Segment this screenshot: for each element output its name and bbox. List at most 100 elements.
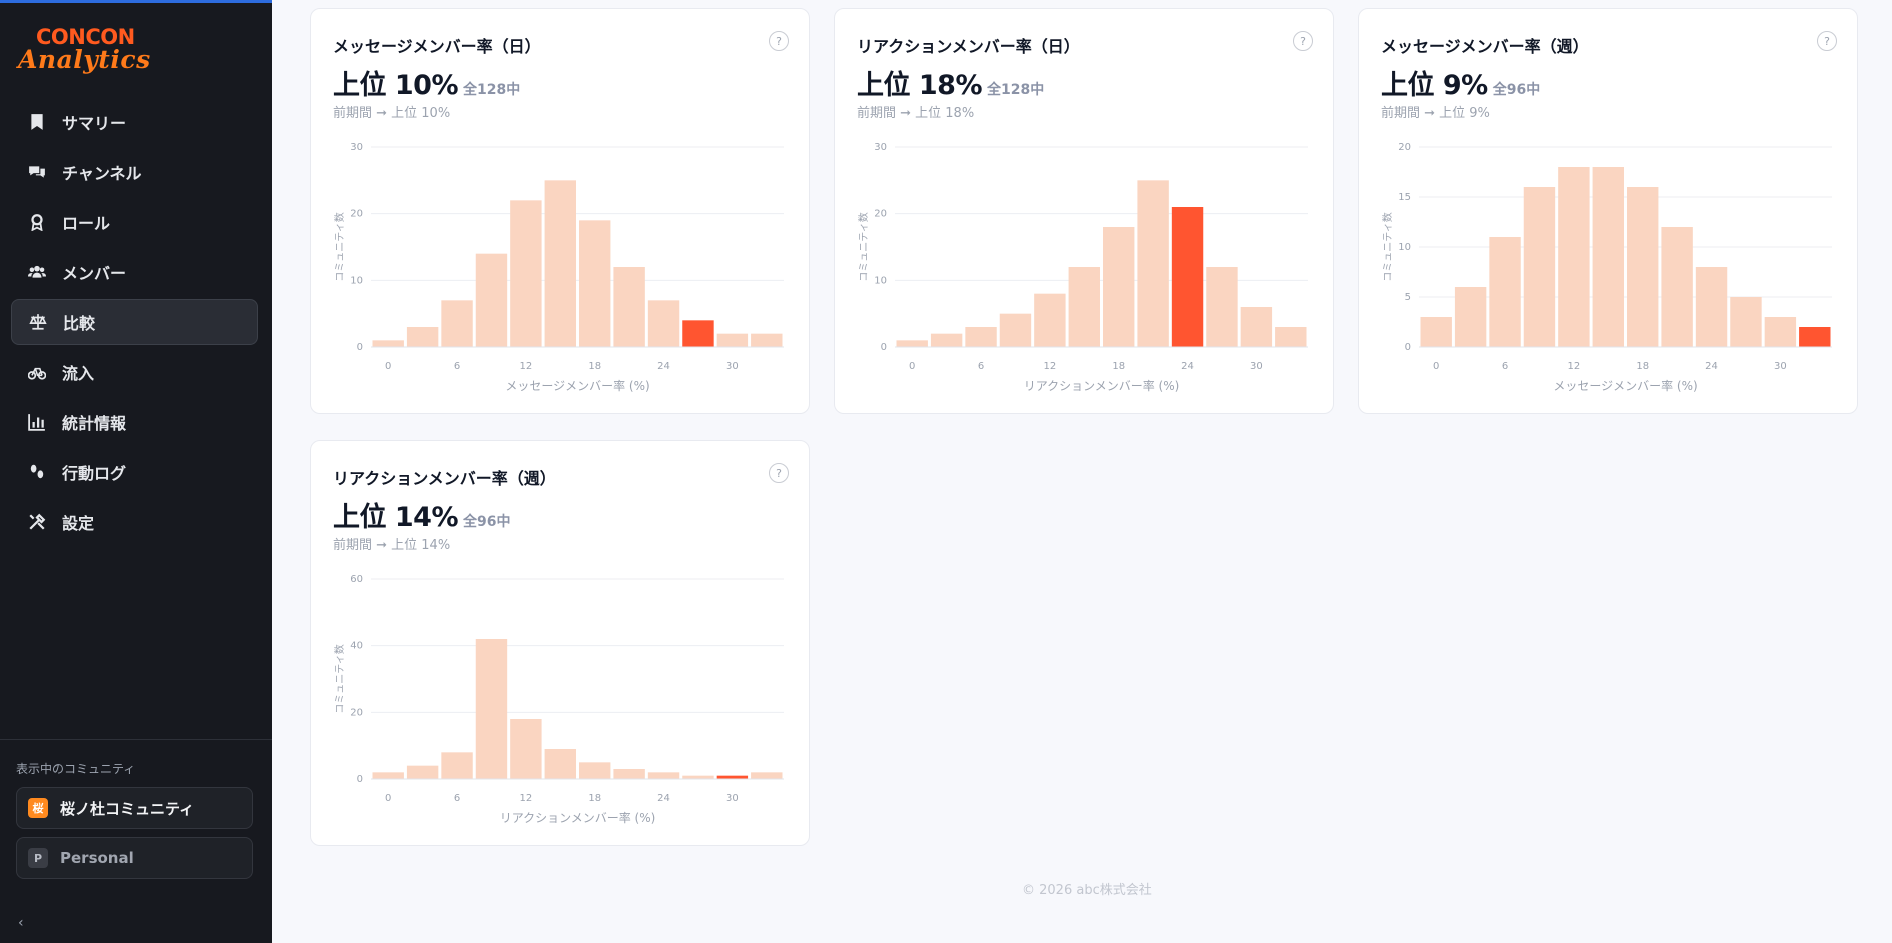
tools-icon (26, 511, 48, 533)
card-reaction-daily: リアクションメンバー率（日） ? 上位 18% 全128中 前期間 ➞ 上位 1… (834, 8, 1334, 414)
histogram-bar (1627, 187, 1659, 347)
histogram-bar (613, 267, 645, 347)
community-name: 桜ノ杜コミュニティ (60, 799, 195, 818)
histogram-bar (510, 200, 542, 347)
histogram-bar (1034, 293, 1066, 347)
card-title: メッセージメンバー率（週） (1381, 37, 1589, 56)
histogram-chart: 0 5 10 15 20 0 6 12 18 24 30 メッセージメンバー率 (%) コミュニティ数 (1381, 142, 1832, 393)
sidebar-item-label: 統計情報 (62, 414, 127, 433)
histogram-bar (1206, 267, 1238, 347)
sidebar-item-label: サマリー (62, 114, 127, 133)
card-title: リアクションメンバー率（日） (857, 37, 1080, 56)
x-tick-label: 6 (978, 361, 984, 372)
card-reaction-weekly: リアクションメンバー率（週） ? 上位 14% 全96中 前期間 ➞ 上位 14… (310, 440, 810, 846)
sidebar-item-inflow[interactable]: 流入 (11, 349, 258, 395)
histogram-bar (579, 762, 611, 779)
community-badge: 桜 (28, 798, 48, 818)
histogram-bar-current (716, 775, 749, 779)
x-tick-label: 30 (726, 361, 739, 372)
sidebar-item-member[interactable]: メンバー (11, 249, 258, 295)
sidebar-item-role[interactable]: ロール (11, 199, 258, 245)
y-tick-label: 10 (350, 275, 363, 286)
card-message-weekly: メッセージメンバー率（週） ? 上位 9% 全96中 前期間 ➞ 上位 9% 0… (1358, 8, 1858, 414)
x-axis-label: メッセージメンバー率 (%) (1553, 378, 1697, 393)
rank-value: 上位 10% (333, 70, 459, 101)
histogram-bar (1454, 287, 1487, 347)
sidebar-item-activity-log[interactable]: 行動ログ (11, 449, 258, 495)
y-tick-label: 15 (1398, 192, 1411, 203)
community-caption: 表示中のコミュニティ (16, 762, 136, 776)
rank-value: 上位 9% (1381, 70, 1488, 101)
help-icon[interactable]: ? (1293, 31, 1313, 51)
y-axis-label: コミュニティ数 (1381, 212, 1394, 281)
y-tick-label: 0 (357, 342, 363, 353)
histogram-bar (1103, 227, 1135, 347)
histogram-bar (751, 772, 783, 779)
footer-copyright: © 2026 abc株式会社 (1022, 883, 1152, 898)
card-title: リアクションメンバー率（週） (333, 469, 556, 488)
histogram-bar-current (1799, 327, 1831, 347)
histogram-bar-current (1171, 207, 1204, 347)
histogram-bar (896, 340, 928, 347)
help-icon[interactable]: ? (769, 463, 789, 483)
y-tick-label: 40 (350, 641, 363, 652)
sidebar-item-summary[interactable]: サマリー (11, 99, 258, 145)
x-axis-label: リアクションメンバー率 (%) (500, 810, 656, 825)
help-icon[interactable]: ? (1817, 31, 1837, 51)
y-tick-label: 0 (357, 774, 363, 785)
app-logo[interactable]: CONCON Analytics (18, 25, 168, 75)
sidebar-item-label: ロール (62, 214, 111, 233)
rank-value: 上位 18% (857, 70, 983, 101)
y-tick-label: 5 (1405, 292, 1411, 303)
sidebar-item-settings[interactable]: 設定 (11, 499, 258, 545)
histogram-bar (510, 719, 542, 779)
rank-total: 全96中 (1492, 82, 1541, 98)
histogram-bar (579, 220, 611, 347)
y-tick-label: 20 (874, 209, 887, 220)
y-tick-label: 20 (350, 707, 363, 718)
histogram-bar (965, 327, 997, 347)
rank-summary: 上位 9% 全96中 (1381, 63, 1540, 102)
rank-total: 全96中 (463, 514, 511, 530)
sidebar-item-compare[interactable]: 比較 (11, 299, 258, 345)
collapse-sidebar-button[interactable]: ‹ (18, 915, 24, 931)
sidebar-item-channel[interactable]: チャンネル (11, 149, 258, 195)
y-axis-label: コミュニティ数 (333, 644, 346, 713)
histogram-bar (1661, 227, 1693, 347)
community-item-sakura[interactable]: 桜 桜ノ杜コミュニティ (16, 787, 253, 829)
bookmark-icon (26, 111, 48, 133)
y-axis-label: コミュニティ数 (857, 212, 870, 281)
rank-summary: 上位 18% 全128中 (857, 63, 1044, 102)
previous-period: 前期間 ➞ 上位 18% (857, 106, 975, 121)
y-tick-label: 60 (350, 574, 363, 585)
scale-icon (27, 311, 49, 333)
x-tick-label: 0 (1433, 361, 1439, 372)
histogram-bar (544, 749, 576, 779)
rank-total: 全128中 (463, 82, 521, 98)
histogram-bar (999, 313, 1032, 347)
sidebar-item-label: 比較 (63, 314, 96, 333)
histogram-chart: 0 20 40 60 0 6 12 18 24 30 リアクションメンバー率 (%) コミュニティ数 (333, 574, 784, 825)
sidebar-item-stats[interactable]: 統計情報 (11, 399, 258, 445)
histogram-bar (682, 775, 714, 779)
x-tick-label: 0 (909, 361, 915, 372)
histogram-bar (1764, 317, 1797, 347)
x-tick-label: 24 (657, 361, 670, 372)
help-icon[interactable]: ? (769, 31, 789, 51)
card-message-daily: メッセージメンバー率（日） ? 上位 10% 全128中 前期間 ➞ 上位 10… (310, 8, 810, 414)
x-tick-label: 12 (520, 361, 533, 372)
x-tick-label: 6 (1502, 361, 1508, 372)
histogram-chart: 0 10 20 30 0 6 12 18 24 30 メッセージメンバー率 (%) コミュニティ数 (333, 142, 784, 393)
x-tick-label: 12 (1568, 361, 1581, 372)
histogram-bar (1137, 180, 1169, 347)
x-tick-label: 30 (1250, 361, 1263, 372)
histogram-bar (716, 333, 749, 347)
community-badge: P (28, 848, 48, 868)
community-item-personal[interactable]: P Personal (16, 837, 253, 879)
sidebar: CONCON Analytics サマリー チャンネル ロール メンバー 比較 … (0, 0, 272, 943)
x-tick-label: 18 (588, 793, 601, 804)
x-tick-label: 30 (726, 793, 739, 804)
histogram-bar (1240, 307, 1273, 347)
y-tick-label: 10 (874, 275, 887, 286)
x-tick-label: 18 (1112, 361, 1125, 372)
